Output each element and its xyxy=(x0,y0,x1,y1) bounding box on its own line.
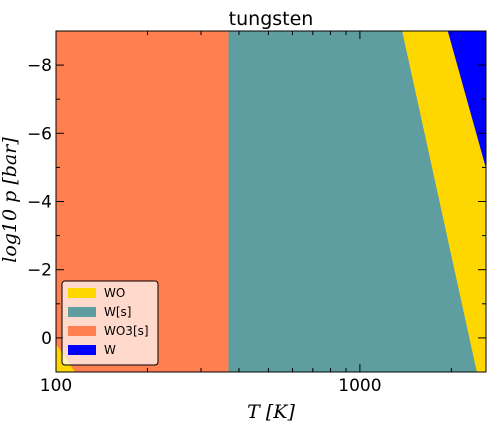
y-tick-label: −8 xyxy=(27,56,52,76)
y-axis-label: log10 p [bar] xyxy=(0,137,21,263)
axis-ticks: 100 1000 −8 −6 −4 −2 0 xyxy=(27,30,486,396)
y-tick-label: 0 xyxy=(41,329,52,349)
legend-swatch-w xyxy=(68,345,96,355)
y-tick-label: −4 xyxy=(27,193,52,213)
legend-swatch-wo3-s xyxy=(68,326,96,336)
plot-frame xyxy=(55,30,487,373)
x-tick-label: 1000 xyxy=(338,376,381,396)
legend: WO W[s] WO3[s] W xyxy=(61,280,159,366)
legend-box xyxy=(61,280,159,366)
chart-title: tungsten xyxy=(229,8,314,30)
legend-swatch-wo xyxy=(68,288,96,298)
legend-swatch-w-s xyxy=(68,307,96,317)
legend-label-w: W xyxy=(104,343,116,357)
y-tick-label: −2 xyxy=(27,261,52,281)
legend-label-wo: WO xyxy=(104,286,125,300)
legend-label-w-s: W[s] xyxy=(104,305,131,319)
x-axis-label: T [K] xyxy=(247,401,295,423)
y-tick-label: −6 xyxy=(27,124,52,144)
x-tick-label: 100 xyxy=(40,376,72,396)
legend-label-wo3-s: WO3[s] xyxy=(104,324,149,338)
